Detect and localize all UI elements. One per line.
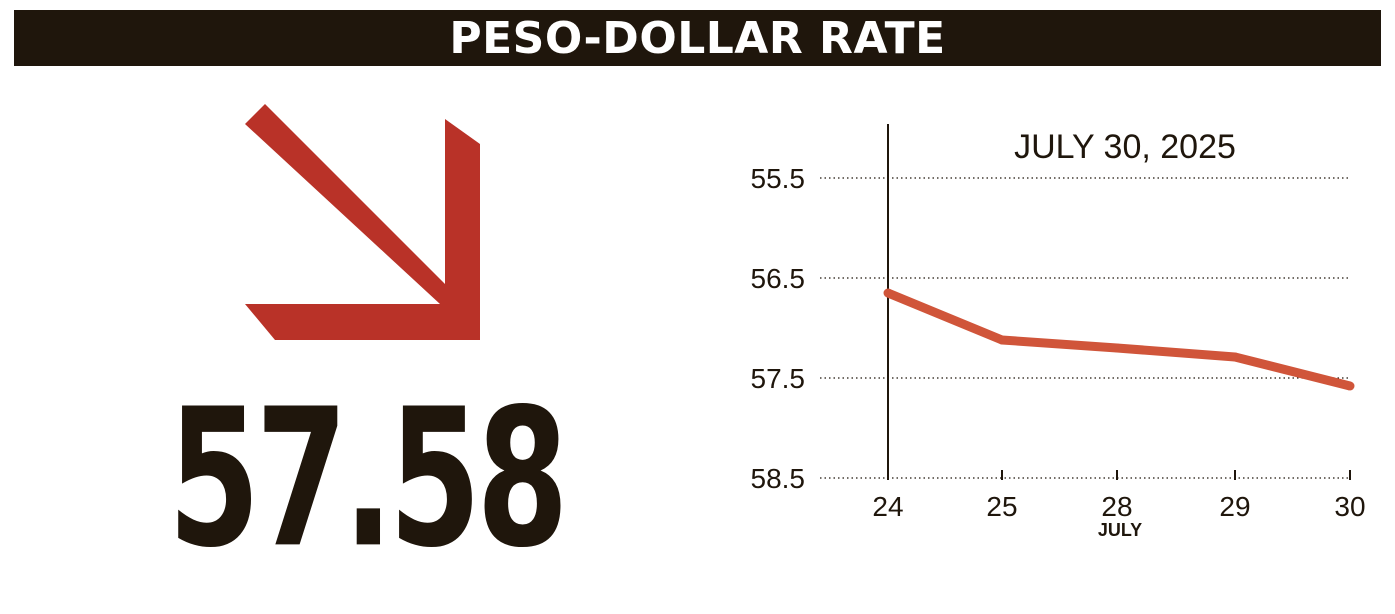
chart-title: JULY 30, 2025 <box>1014 128 1236 166</box>
line-chart: 55.5 56.5 57.5 58.5 24 25 28 29 30 JULY JULY 30, 2… <box>751 124 1366 540</box>
y-tick-label: 56.5 <box>751 263 806 294</box>
data-point <box>1345 381 1355 391</box>
x-tick-label: 30 <box>1334 491 1365 522</box>
rate-value: 57.58 <box>168 368 569 591</box>
x-tick-label: 24 <box>872 491 903 522</box>
y-tick-label: 55.5 <box>751 163 806 194</box>
data-point <box>883 288 893 298</box>
x-tick-label: 28 <box>1101 491 1132 522</box>
x-axis-label: JULY <box>1098 520 1142 540</box>
series-line <box>886 288 1352 391</box>
data-point <box>1112 343 1122 353</box>
data-point <box>997 335 1007 345</box>
x-tick-label: 29 <box>1219 491 1250 522</box>
arrow-shape <box>245 104 480 340</box>
arrow-svg <box>245 104 480 340</box>
data-point <box>1230 352 1240 362</box>
y-tick-label: 57.5 <box>751 363 806 394</box>
page-title: PESO-DOLLAR RATE <box>449 12 946 64</box>
x-tick-label: 25 <box>986 491 1017 522</box>
y-tick-label: 58.5 <box>751 463 806 494</box>
down-right-arrow-icon <box>240 104 490 344</box>
title-bar: PESO-DOLLAR RATE <box>14 10 1381 66</box>
